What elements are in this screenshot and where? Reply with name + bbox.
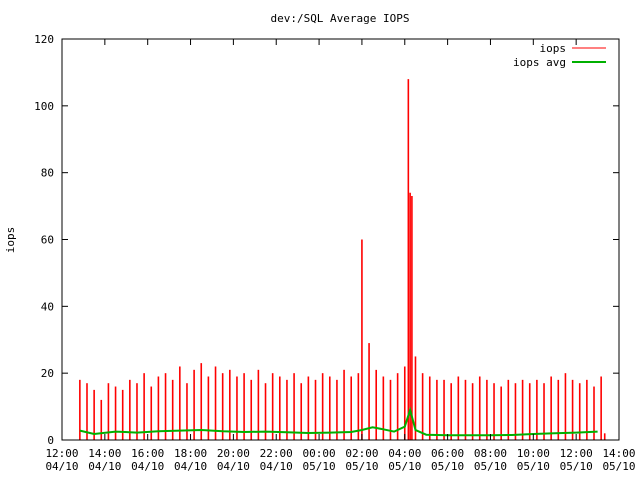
x-tick-label-time: 22:00	[260, 447, 293, 460]
x-tick-label-date: 05/10	[345, 460, 378, 473]
plot-frame	[61, 38, 620, 441]
x-tick-label-time: 00:00	[303, 447, 336, 460]
legend: iops iops avg	[513, 42, 606, 69]
y-tick-label: 120	[34, 33, 54, 46]
y-tick-label: 0	[47, 434, 54, 447]
x-tick-label-date: 05/10	[303, 460, 336, 473]
plot-marks	[79, 79, 606, 440]
x-tick-label-date: 05/10	[388, 460, 421, 473]
y-tick-label: 60	[41, 234, 54, 247]
x-tick-label-time: 06:00	[431, 447, 464, 460]
x-tick-label-time: 16:00	[131, 447, 164, 460]
x-tick-label-time: 02:00	[345, 447, 378, 460]
y-tick-label: 20	[41, 367, 54, 380]
y-tick-label: 100	[34, 100, 54, 113]
x-tick-label-date: 04/10	[260, 460, 293, 473]
x-tick-label-date: 04/10	[88, 460, 121, 473]
x-tick-label-date: 04/10	[217, 460, 250, 473]
legend-label-iops-avg: iops avg	[513, 56, 566, 69]
x-tick-label-time: 04:00	[388, 447, 421, 460]
x-tick-label-date: 05/10	[431, 460, 464, 473]
x-tick-label-date: 04/10	[45, 460, 78, 473]
iops-avg-line	[79, 406, 598, 437]
legend-label-iops: iops	[540, 42, 567, 55]
x-tick-label-time: 12:00	[560, 447, 593, 460]
x-tick-label-time: 20:00	[217, 447, 250, 460]
y-axis-label: iops	[4, 227, 17, 254]
x-tick-label-date: 05/10	[517, 460, 550, 473]
x-tick-label-time: 14:00	[88, 447, 121, 460]
x-tick-label-time: 18:00	[174, 447, 207, 460]
x-tick-label-time: 14:00	[602, 447, 635, 460]
y-tick-label: 40	[41, 300, 54, 313]
axes: 02040608010012012:0004/1014:0004/1016:00…	[34, 33, 635, 473]
y-tick-label: 80	[41, 167, 54, 180]
x-tick-label-date: 05/10	[560, 460, 593, 473]
x-tick-label-time: 08:00	[474, 447, 507, 460]
x-tick-label-date: 05/10	[602, 460, 635, 473]
chart-title: dev:/SQL Average IOPS	[270, 12, 409, 25]
x-tick-label-time: 12:00	[45, 447, 78, 460]
x-tick-label-time: 10:00	[517, 447, 550, 460]
x-tick-label-date: 04/10	[131, 460, 164, 473]
x-tick-label-date: 04/10	[174, 460, 207, 473]
x-tick-label-date: 05/10	[474, 460, 507, 473]
